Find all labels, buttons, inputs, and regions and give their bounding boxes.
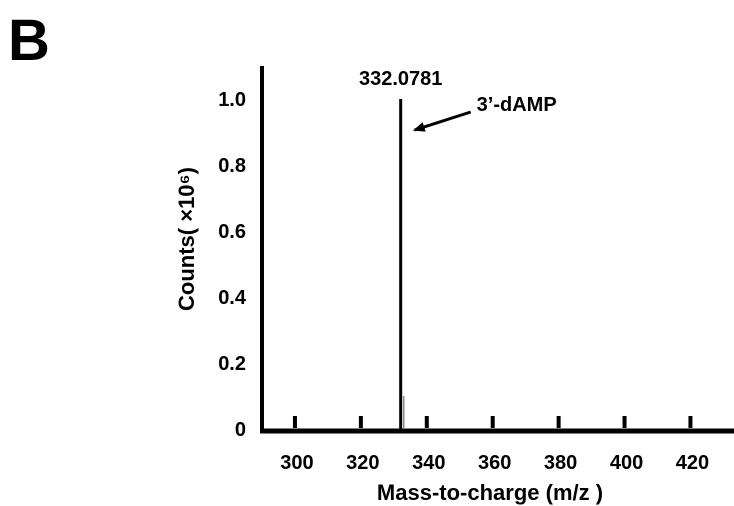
spectrum-peaks: 332.0781 3’-dAMP: [359, 68, 557, 429]
y-tick-label-4: 0.8: [218, 155, 246, 177]
y-tick-label-2: 0.4: [218, 287, 247, 309]
y-tick-label-3: 0.6: [218, 221, 246, 243]
x-tick-label-5: 400: [610, 452, 643, 474]
y-tick-label-1: 0.2: [218, 353, 246, 375]
y-axis-title: Counts( ×10⁶): [174, 167, 199, 311]
x-tick-label-4: 380: [544, 452, 577, 474]
x-tick-label-0: 300: [280, 452, 313, 474]
x-tick-label-3: 360: [478, 452, 511, 474]
peak-mz-label: 332.0781: [359, 68, 442, 90]
x-axis-ticks: 300 320 340 360 380 400 420: [280, 416, 709, 474]
y-tick-label-0: 0: [235, 419, 246, 441]
y-axis-ticks: 0 0.2 0.4 0.6 0.8 1.0: [218, 89, 247, 441]
x-tick-label-1: 320: [346, 452, 379, 474]
x-axis-title: Mass-to-charge (m/z ): [377, 480, 603, 505]
annotation-arrow: [412, 110, 472, 132]
panel-label: B: [8, 8, 50, 73]
x-tick-label-2: 340: [412, 452, 445, 474]
peak-annotation-label: 3’-dAMP: [477, 94, 557, 116]
x-tick-label-6: 420: [676, 452, 709, 474]
y-tick-label-5: 1.0: [218, 89, 246, 111]
